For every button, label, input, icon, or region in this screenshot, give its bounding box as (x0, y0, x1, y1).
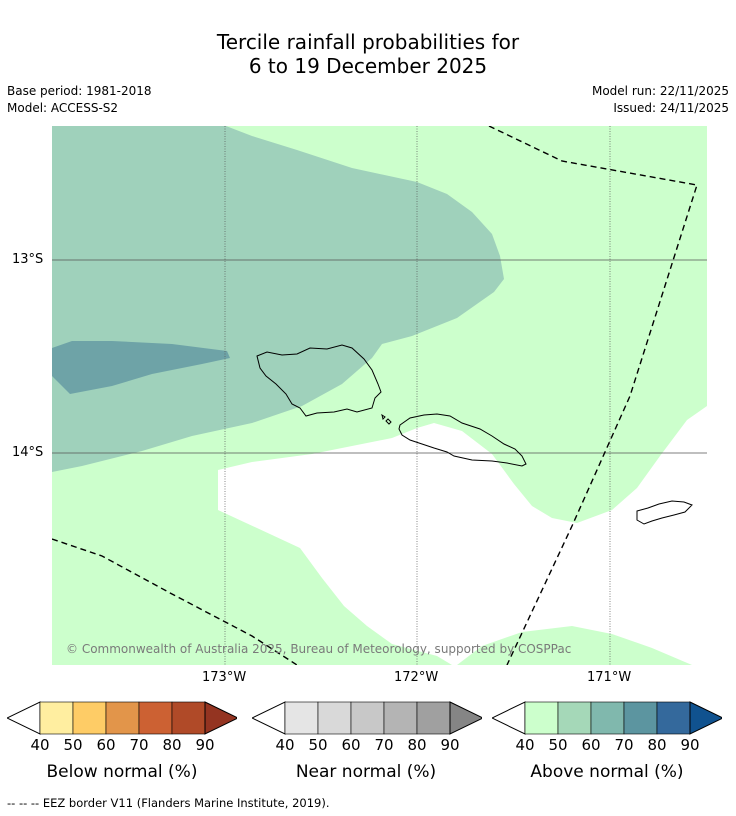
near-colorbar-tick-90: 90 (440, 736, 460, 754)
above-colorbar-max-extend (689, 701, 722, 735)
colorbar-below-label: Below normal (%) (46, 762, 198, 782)
rainfall-map: © Commonwealth of Australia 2025, Bureau… (52, 126, 707, 665)
eez-border-southwest (52, 538, 298, 665)
tutuila-island (636, 500, 693, 525)
manono-islet (385, 418, 392, 425)
lat-tick-14s: 14°S (12, 445, 44, 460)
below-colorbar-tick-40: 40 (30, 736, 50, 754)
near-colorbar-segment-1 (317, 701, 352, 735)
issued-date: Issued: 24/11/2025 (613, 101, 729, 115)
above-colorbar-segment-2 (590, 701, 625, 735)
above-normal-lobe-south (457, 626, 692, 665)
model-name: Model: ACCESS-S2 (7, 101, 119, 115)
below-colorbar-segment-4 (171, 701, 206, 735)
colorbar-above (492, 701, 722, 735)
map-copyright: © Commonwealth of Australia 2025, Bureau… (66, 642, 571, 656)
above-colorbar-tick-60: 60 (581, 736, 601, 754)
colorbar-near (252, 701, 482, 735)
colorbar-below (7, 701, 237, 735)
near-colorbar-tick-50: 50 (308, 736, 328, 754)
above-colorbar-tick-80: 80 (647, 736, 667, 754)
below-colorbar-tick-60: 60 (96, 736, 116, 754)
savaii-island (256, 344, 382, 417)
upolu-island (398, 413, 527, 467)
eez-border (52, 126, 698, 665)
near-colorbar-min-extend (252, 701, 286, 735)
below-colorbar-segment-3 (138, 701, 173, 735)
map-title-line1: Tercile rainfall probabilities for (216, 30, 520, 54)
near-colorbar-segment-2 (350, 701, 385, 735)
lon-tick-173w: 173°W (202, 670, 247, 685)
above-normal-50-60-region (52, 126, 504, 472)
model-run: Model run: 22/11/2025 (591, 84, 729, 98)
below-colorbar-segment-1 (72, 701, 107, 735)
above-colorbar-segment-0 (524, 701, 559, 735)
above-colorbar-tick-70: 70 (614, 736, 634, 754)
apolima-islet (381, 413, 386, 420)
lon-tick-171w: 171°W (587, 670, 632, 685)
above-colorbar-segment-3 (623, 701, 658, 735)
near-colorbar-segment-3 (383, 701, 418, 735)
lat-tick-13s: 13°S (12, 252, 44, 267)
below-colorbar-segment-2 (105, 701, 140, 735)
above-colorbar-segment-4 (656, 701, 691, 735)
meta-left: Base period: 1981-2018 Model: ACCESS-S2 (7, 83, 152, 117)
graticule (52, 126, 707, 665)
map-title-line2: 6 to 19 December 2025 (248, 54, 488, 78)
eez-footnote: -- -- -- EEZ border V11 (Flanders Marine… (7, 796, 330, 810)
above-colorbar-tick-90: 90 (680, 736, 700, 754)
base-period: Base period: 1981-2018 (7, 84, 152, 98)
below-colorbar-tick-70: 70 (129, 736, 149, 754)
near-colorbar-tick-80: 80 (407, 736, 427, 754)
below-colorbar-segment-0 (39, 701, 74, 735)
above-colorbar-segment-1 (557, 701, 592, 735)
above-normal-60-70-region (52, 341, 230, 394)
below-colorbar-min-extend (7, 701, 41, 735)
near-colorbar-tick-40: 40 (275, 736, 295, 754)
below-colorbar-max-extend (204, 701, 237, 735)
colorbar-near-label: Near normal (%) (295, 762, 437, 782)
colorbar-above-label: Above normal (%) (530, 762, 684, 782)
near-colorbar-tick-60: 60 (341, 736, 361, 754)
above-colorbar-min-extend (492, 701, 526, 735)
lon-tick-172w: 172°W (394, 670, 439, 685)
below-colorbar-tick-90: 90 (195, 736, 215, 754)
near-colorbar-segment-0 (284, 701, 319, 735)
above-colorbar-tick-50: 50 (548, 736, 568, 754)
below-colorbar-tick-80: 80 (162, 736, 182, 754)
above-colorbar-tick-40: 40 (515, 736, 535, 754)
meta-right: Model run: 22/11/2025 Issued: 24/11/2025 (592, 83, 729, 117)
near-colorbar-segment-4 (416, 701, 451, 735)
near-colorbar-tick-70: 70 (374, 736, 394, 754)
coastlines (256, 344, 693, 525)
below-colorbar-tick-50: 50 (63, 736, 83, 754)
near-colorbar-max-extend (449, 701, 482, 735)
